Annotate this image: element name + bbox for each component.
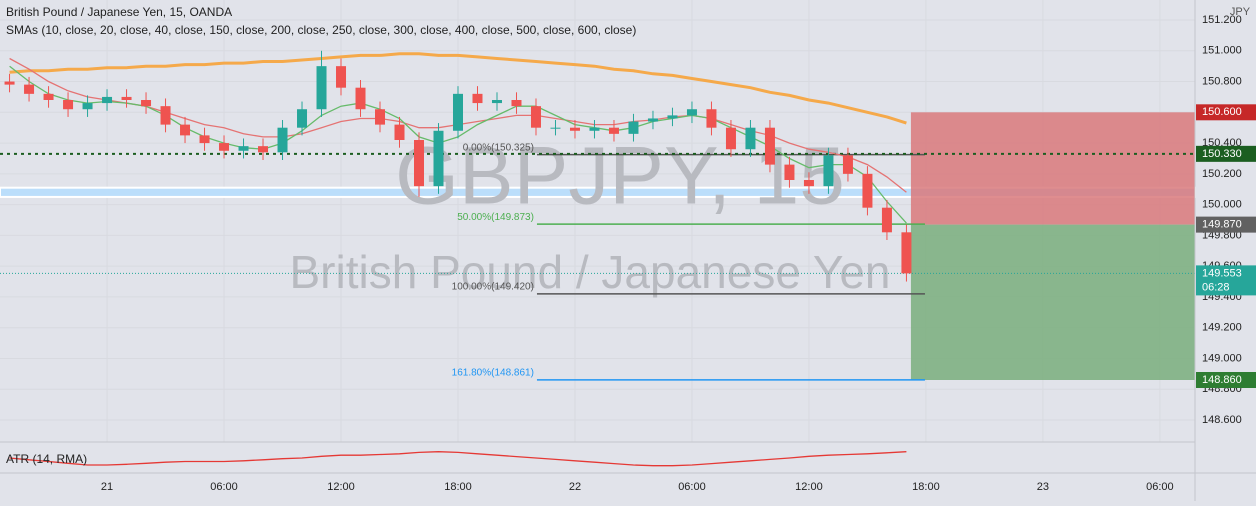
candle-body: [706, 109, 717, 128]
candle-body: [375, 109, 386, 125]
y-tick-label: 150.200: [1202, 168, 1242, 180]
candle-body: [316, 66, 327, 110]
y-tick-label: 149.000: [1202, 352, 1242, 364]
y-tick-label: 148.600: [1202, 414, 1242, 426]
layer: 0.00%(150.325) 50.00%(149.873) 100.00%(149…: [0, 50, 1195, 467]
x-tick-label: 12:00: [795, 481, 823, 493]
price-label: 150.600: [1202, 106, 1242, 118]
price-label-bg: [1196, 372, 1256, 388]
candle-body: [667, 115, 678, 119]
price-label: 149.870: [1202, 219, 1242, 231]
x-tick-label: 12:00: [327, 481, 355, 493]
price-label-bg: [1196, 104, 1256, 121]
candle-body: [628, 121, 639, 134]
atr-line: [9, 451, 907, 467]
candle-body: [258, 146, 269, 153]
candle-body: [355, 87, 366, 110]
price-label-bg: [1196, 216, 1256, 233]
candle-body: [764, 127, 775, 165]
candle-body: [43, 93, 54, 100]
indicator-label: SMAs (10, close, 20, close, 40, close, 1…: [6, 23, 636, 37]
fib-label: 100.00%(149.420): [452, 281, 534, 292]
candle-body: [394, 124, 405, 140]
price-label-bg: [1196, 265, 1256, 296]
candle-body: [725, 127, 736, 150]
sma-line: [9, 52, 907, 125]
candle-body: [4, 81, 15, 85]
candle-body: [180, 124, 191, 136]
candle-body: [589, 127, 600, 131]
candle-body: [121, 96, 132, 100]
candle-body: [160, 106, 171, 125]
fib-label: 161.80%(148.861): [452, 367, 534, 378]
candle-body: [569, 127, 580, 131]
atr-label: ATR (14, RMA): [6, 452, 87, 466]
candle-body: [277, 127, 288, 153]
fib-label: 0.00%(150.325): [463, 142, 534, 153]
candle-body: [238, 146, 249, 151]
candle-body: [199, 135, 210, 144]
candle-body: [491, 100, 502, 104]
candle-body: [336, 66, 347, 88]
candle-body: [901, 232, 912, 274]
x-tick-label: 18:00: [444, 481, 472, 493]
x-tick-label: 23: [1037, 481, 1049, 493]
price-label-bg: [1196, 145, 1256, 162]
x-tick-label: 06:00: [1146, 481, 1174, 493]
x-tick-label: 06:00: [210, 481, 238, 493]
candle-body: [102, 96, 113, 104]
candle-body: [823, 155, 834, 187]
candle-body: [881, 207, 892, 233]
y-tick-label: 151.200: [1202, 14, 1242, 26]
price-label: 148.860: [1202, 374, 1242, 386]
x-tick-label: 06:00: [678, 481, 706, 493]
watermark-sub: British Pound / Japanese Yen: [289, 246, 890, 298]
stop-zone: [910, 112, 1195, 225]
chart-title: British Pound / Japanese Yen, 15, OANDA: [6, 5, 232, 19]
x-tick-label: 21: [101, 481, 113, 493]
candle-body: [472, 93, 483, 104]
candle-body: [862, 173, 873, 208]
y-tick-label: 150.800: [1202, 75, 1242, 87]
target-zone: [910, 224, 1195, 380]
layer: [0, 112, 1196, 380]
fib-label: 50.00%(149.873): [457, 212, 534, 223]
y-tick-label: 151.000: [1202, 45, 1242, 57]
candle-body: [414, 140, 425, 187]
candle-body: [219, 143, 230, 151]
candle-body: [550, 127, 561, 129]
candle-body: [608, 127, 619, 134]
candle-body: [511, 100, 522, 107]
candle-body: [647, 118, 658, 122]
candle-body: [745, 127, 756, 150]
candle-body: [842, 155, 853, 174]
candle-body: [433, 130, 444, 187]
countdown: 06:28: [1202, 281, 1230, 293]
candle-body: [297, 109, 308, 128]
price-label: 149.553: [1202, 267, 1242, 279]
y-tick-label: 150.000: [1202, 199, 1242, 211]
candle-body: [686, 109, 697, 116]
y-tick-label: 149.200: [1202, 322, 1242, 334]
candle-body: [63, 100, 74, 110]
candle-body: [784, 164, 795, 180]
candle-body: [530, 106, 541, 128]
candle-body: [803, 180, 814, 187]
candle-body: [141, 100, 152, 107]
x-tick-label: 22: [569, 481, 581, 493]
currency: JPY: [1230, 6, 1251, 18]
x-tick-label: 18:00: [912, 481, 940, 493]
price-label: 150.330: [1202, 148, 1242, 160]
candle-body: [24, 84, 35, 94]
candle-body: [452, 93, 463, 131]
candle-body: [82, 103, 93, 110]
